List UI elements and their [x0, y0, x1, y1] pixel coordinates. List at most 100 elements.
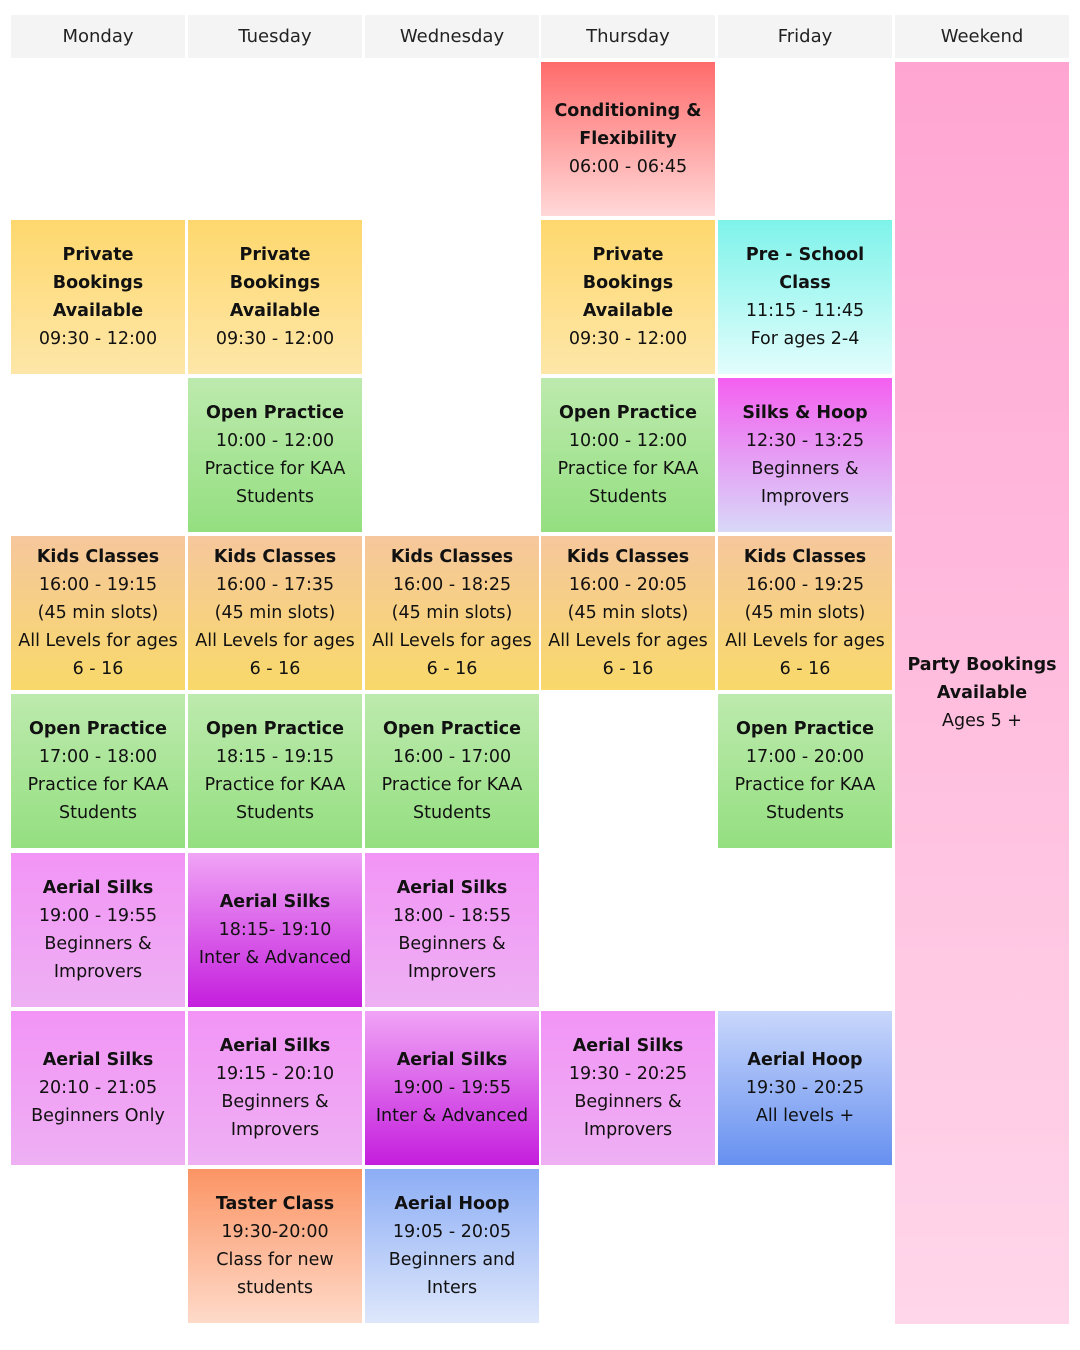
- class-detail: Beginners & Improvers: [221, 1092, 329, 1140]
- header-weekend: Weekend: [895, 15, 1069, 58]
- class-title: Aerial Silks: [572, 1036, 684, 1056]
- class-title: Kids Classes: [566, 547, 690, 567]
- class-cell-thu-kids: Kids Classes 16:00 - 20:05 (45 min slots) A…: [541, 536, 715, 690]
- header-wednesday: Wednesday: [365, 15, 539, 58]
- class-detail: Beginners Only: [31, 1106, 165, 1126]
- class-cell-weekend-party: Party Bookings Available Ages 5 +: [895, 62, 1069, 1324]
- class-cell-wed-kids: Kids Classes 16:00 - 18:25 (45 min slots) A…: [365, 536, 539, 690]
- class-time: 16:00 - 19:25: [745, 575, 865, 595]
- class-detail: (45 min slots): [37, 603, 159, 623]
- class-title: Open Practice: [735, 719, 875, 739]
- class-title: Open Practice: [382, 719, 522, 739]
- class-time: 10:00 - 12:00: [215, 431, 335, 451]
- class-time: 19:15 - 20:10: [215, 1064, 335, 1084]
- class-cell-fri-pre: Pre - School Class 11:15 - 11:45 For ages …: [718, 220, 892, 374]
- class-time: 10:00 - 12:00: [568, 431, 688, 451]
- class-title: Private Bookings Available: [229, 245, 321, 321]
- class-title: Aerial Silks: [42, 1050, 154, 1070]
- class-time: 19:00 - 19:55: [38, 906, 158, 926]
- class-detail: All Levels for ages 6 - 16: [372, 631, 532, 679]
- class-time: 12:30 - 13:25: [745, 431, 865, 451]
- header-tuesday: Tuesday: [188, 15, 362, 58]
- class-time: 18:15- 19:10: [218, 920, 332, 940]
- class-title: Aerial Silks: [396, 1050, 508, 1070]
- class-detail: (45 min slots): [744, 603, 866, 623]
- class-cell-fri-sh: Silks & Hoop 12:30 - 13:25 Beginners & Imp…: [718, 378, 892, 532]
- class-title: Aerial Silks: [396, 878, 508, 898]
- class-cell-wed-silk2: Aerial Silks 19:00 - 19:55 Inter & Advance…: [365, 1011, 539, 1165]
- class-time: 18:15 - 19:15: [215, 747, 335, 767]
- class-detail: Beginners and Inters: [388, 1250, 516, 1298]
- class-cell-wed-hoop: Aerial Hoop 19:05 - 20:05 Beginners and In…: [365, 1169, 539, 1323]
- class-time: 16:00 - 20:05: [568, 575, 688, 595]
- class-detail: Class for new students: [216, 1250, 334, 1298]
- class-time: 19:00 - 19:55: [392, 1078, 512, 1098]
- header-thursday: Thursday: [541, 15, 715, 58]
- header-monday: Monday: [11, 15, 185, 58]
- class-title: Taster Class: [215, 1194, 335, 1214]
- class-title: Aerial Silks: [219, 892, 331, 912]
- class-title: Party Bookings Available: [907, 655, 1057, 703]
- class-cell-tue-priv: Private Bookings Available 09:30 - 12:00: [188, 220, 362, 374]
- class-time: 18:00 - 18:55: [392, 906, 512, 926]
- class-time: 11:15 - 11:45: [745, 301, 865, 321]
- class-cell-tue-taster: Taster Class 19:30-20:00 Class for new stu…: [188, 1169, 362, 1323]
- class-time: 09:30 - 12:00: [568, 329, 688, 349]
- class-title: Open Practice: [28, 719, 168, 739]
- class-detail: Practice for KAA Students: [204, 775, 346, 823]
- class-title: Kids Classes: [36, 547, 160, 567]
- class-cell-mon-silk1: Aerial Silks 19:00 - 19:55 Beginners & Imp…: [11, 853, 185, 1007]
- class-title: Kids Classes: [390, 547, 514, 567]
- class-detail: (45 min slots): [214, 603, 336, 623]
- class-cell-tue-kids: Kids Classes 16:00 - 17:35 (45 min slots) A…: [188, 536, 362, 690]
- class-time: 19:30 - 20:25: [568, 1064, 688, 1084]
- class-time: 19:30-20:00: [221, 1222, 329, 1242]
- class-title: Private Bookings Available: [582, 245, 674, 321]
- class-title: Kids Classes: [743, 547, 867, 567]
- class-detail: Practice for KAA Students: [381, 775, 523, 823]
- class-time: 16:00 - 18:25: [392, 575, 512, 595]
- class-title: Aerial Hoop: [394, 1194, 510, 1214]
- class-time: Ages 5 +: [942, 711, 1022, 731]
- class-cell-thu-priv: Private Bookings Available 09:30 - 12:00: [541, 220, 715, 374]
- class-cell-wed-open: Open Practice 16:00 - 17:00 Practice for K…: [365, 694, 539, 848]
- class-time: 19:30 - 20:25: [745, 1078, 865, 1098]
- class-detail: (45 min slots): [391, 603, 513, 623]
- class-title: Silks & Hoop: [742, 403, 868, 423]
- class-time: 09:30 - 12:00: [38, 329, 158, 349]
- class-detail: All Levels for ages 6 - 16: [195, 631, 355, 679]
- class-time: 20:10 - 21:05: [38, 1078, 158, 1098]
- class-title: Open Practice: [205, 719, 345, 739]
- class-time: 16:00 - 19:15: [38, 575, 158, 595]
- class-cell-tue-open2: Open Practice 18:15 - 19:15 Practice for K…: [188, 694, 362, 848]
- class-detail: Beginners & Improvers: [398, 934, 506, 982]
- class-time: 17:00 - 18:00: [38, 747, 158, 767]
- class-detail: All Levels for ages 6 - 16: [548, 631, 708, 679]
- class-detail: All levels +: [755, 1106, 855, 1126]
- class-cell-fri-hoop: Aerial Hoop 19:30 - 20:25 All levels +: [718, 1011, 892, 1165]
- class-cell-tue-open1: Open Practice 10:00 - 12:00 Practice for K…: [188, 378, 362, 532]
- class-time: 16:00 - 17:00: [392, 747, 512, 767]
- class-cell-mon-open: Open Practice 17:00 - 18:00 Practice for K…: [11, 694, 185, 848]
- class-detail: All Levels for ages 6 - 16: [18, 631, 178, 679]
- class-detail: Beginners & Improvers: [751, 459, 859, 507]
- class-cell-thu-cond: Conditioning & Flexibility 06:00 - 06:45: [541, 62, 715, 216]
- class-cell-thu-silk: Aerial Silks 19:30 - 20:25 Beginners & Imp…: [541, 1011, 715, 1165]
- class-detail: Inter & Advanced: [198, 948, 352, 968]
- class-title: Pre - School Class: [745, 245, 865, 293]
- class-detail: Practice for KAA Students: [557, 459, 699, 507]
- class-detail: (45 min slots): [567, 603, 689, 623]
- class-time: 09:30 - 12:00: [215, 329, 335, 349]
- class-detail: Practice for KAA Students: [27, 775, 169, 823]
- class-cell-fri-open: Open Practice 17:00 - 20:00 Practice for K…: [718, 694, 892, 848]
- class-detail: Beginners & Improvers: [574, 1092, 682, 1140]
- class-time: 17:00 - 20:00: [745, 747, 865, 767]
- class-title: Conditioning & Flexibility: [554, 101, 702, 149]
- header-friday: Friday: [718, 15, 892, 58]
- class-cell-mon-silk2: Aerial Silks 20:10 - 21:05 Beginners Only: [11, 1011, 185, 1165]
- class-detail: All Levels for ages 6 - 16: [725, 631, 885, 679]
- class-cell-tue-silk2: Aerial Silks 19:15 - 20:10 Beginners & Imp…: [188, 1011, 362, 1165]
- class-time: 19:05 - 20:05: [392, 1222, 512, 1242]
- class-detail: Beginners & Improvers: [44, 934, 152, 982]
- class-detail: Inter & Advanced: [375, 1106, 529, 1126]
